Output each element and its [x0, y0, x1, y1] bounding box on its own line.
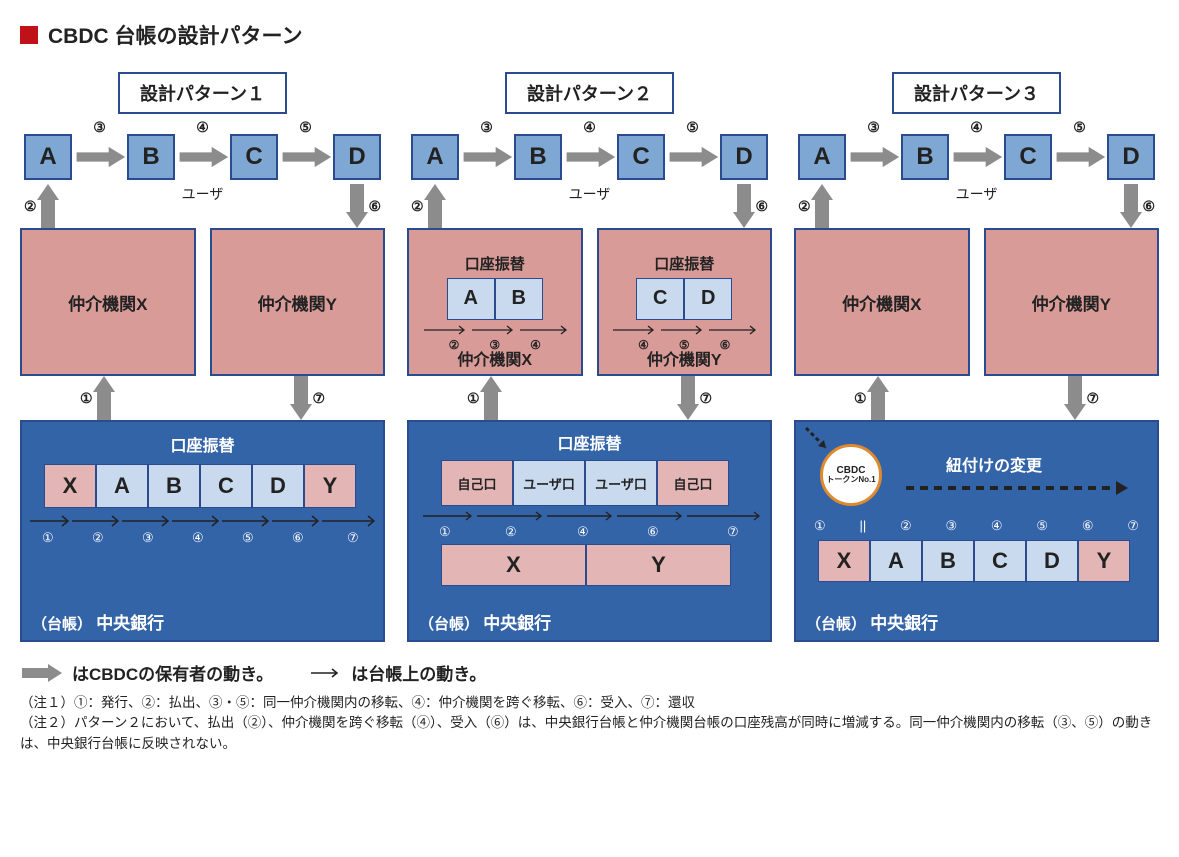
cb2-bottom-strip: X Y: [441, 544, 731, 586]
inter-y-2: 口座振替 C D ④ ⑤ ⑥ 仲介機関Y: [597, 228, 773, 376]
pattern-1-title: 設計パターン１: [118, 72, 287, 114]
inter-x: 仲介機関X: [20, 228, 196, 376]
cb2-top-strip: 自己口 ユーザ口 ユーザ口 自己口: [441, 460, 729, 506]
cb-label: （台帳） 中央銀行: [32, 609, 164, 634]
central-bank-1: 口座振替 X A B C D Y ①: [20, 420, 385, 642]
user-b: B: [127, 134, 175, 180]
page-title: CBDC 台帳の設計パターン: [20, 20, 1159, 50]
intermediary-row: 仲介機関X 仲介機関Y: [20, 228, 385, 376]
thick-arrow-icon: [20, 663, 64, 683]
note-1: （注１）①：発行、②：払出、③・⑤：同一仲介機関内の移転、④：仲介機関を跨ぐ移転…: [20, 693, 1159, 713]
central-bank-2: 口座振替 自己口 ユーザ口 ユーザ口 自己口 ① ② ④ ⑥ ⑦: [407, 420, 772, 642]
pattern-3: 設計パターン３ A ③ B ④ C ⑤ D ② ユーザ ⑥ 仲介機関X 仲介機関…: [794, 72, 1159, 642]
user-row: A ③ B ④ C ⑤ D: [20, 130, 385, 184]
pattern-3-title: 設計パターン３: [892, 72, 1061, 114]
user-c: C: [230, 134, 278, 180]
user-d: D: [333, 134, 381, 180]
cb-ledger-strip: X A B C D Y: [44, 464, 356, 508]
footer: はCBDCの保有者の動き。 は台帳上の動き。 （注１）①：発行、②：払出、③・⑤…: [20, 660, 1159, 754]
legend: はCBDCの保有者の動き。 は台帳上の動き。: [20, 660, 1159, 685]
title-text: CBDC 台帳の設計パターン: [48, 20, 302, 50]
pattern-2-title: 設計パターン２: [505, 72, 674, 114]
link-change-label: 紐付けの変更: [946, 452, 1042, 476]
cb-ledger-title: 口座振替: [22, 432, 383, 456]
user-a: A: [24, 134, 72, 180]
arrow-bc: ④: [175, 137, 230, 177]
thin-arrow-icon: [309, 666, 343, 680]
dashed-link-arrow: [906, 478, 1146, 498]
cb3-strip: X A B C D Y: [818, 540, 1130, 582]
vert-row-top: ② ユーザ ⑥: [20, 184, 385, 228]
user-label: ユーザ: [20, 184, 385, 202]
cbdc-token-icon: CBDC トークンNo.1: [820, 444, 882, 506]
note-2: （注２）パターン２において、払出（②）、仲介機関を跨ぐ移転（④）、受入（⑥）は、…: [20, 713, 1159, 754]
diagram-columns: 設計パターン１ A ③ B ④ C ⑤ D ② ユーザ ⑥ 仲介機関X 仲介機関…: [20, 72, 1159, 642]
pattern-1: 設計パターン１ A ③ B ④ C ⑤ D ② ユーザ ⑥ 仲介機関X 仲介機関…: [20, 72, 385, 642]
arrow-ab: ③: [72, 137, 127, 177]
inter-y: 仲介機関Y: [210, 228, 386, 376]
central-bank-3: CBDC トークンNo.1 紐付けの変更 ① || ② ③ ④ ⑤ ⑥ ⑦ X …: [794, 420, 1159, 642]
cb-mini-arrows: [30, 512, 380, 530]
pattern-2: 設計パターン２ A ③ B ④ C ⑤ D ② ユーザ ⑥ 口座振替 A B ②: [407, 72, 772, 642]
vert-row-bottom: ① ⑦: [20, 376, 385, 420]
title-square-icon: [20, 26, 38, 44]
arrow-cd: ⑤: [278, 137, 333, 177]
inter-x-2: 口座振替 A B ② ③ ④ 仲介機関X: [407, 228, 583, 376]
